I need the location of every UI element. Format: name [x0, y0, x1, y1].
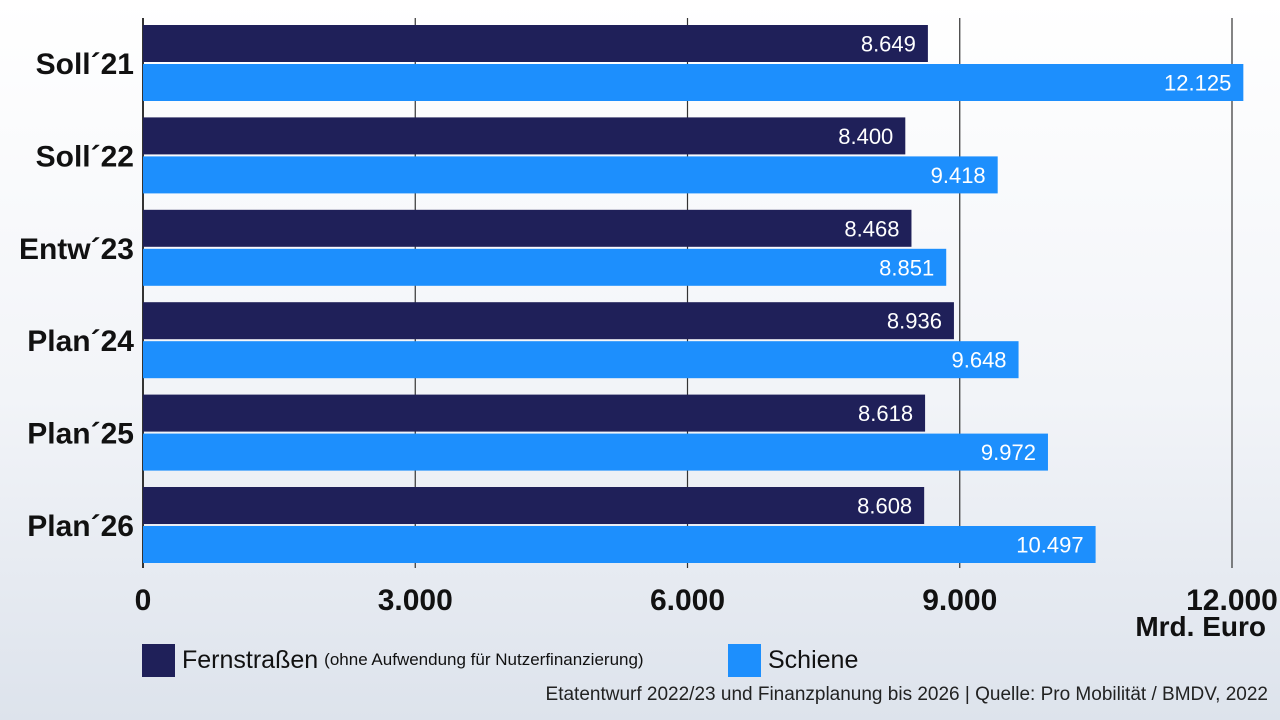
x-tick-label: 9.000 — [922, 584, 997, 617]
bar-chart: 8.649 12.125 8.400 9.418 8.468 8.851 8.936 9.64… — [19, 18, 1278, 640]
bar-value-label: 9.972 — [981, 440, 1036, 465]
bar-schiene — [143, 526, 1096, 563]
bar-fernstrassen — [143, 302, 954, 340]
source-note: Etatentwurf 2022/23 und Finanzplanung bi… — [545, 684, 1268, 705]
legend-swatch-fernstrassen — [142, 643, 175, 677]
legend-label-schiene: Schiene — [768, 645, 859, 674]
bar-schiene — [143, 433, 1048, 471]
bar-schiene — [143, 248, 947, 286]
bar-value-label: 8.468 — [844, 216, 899, 241]
legend-swatch-schiene — [728, 643, 761, 677]
legend-item-schiene: Schiene — [728, 640, 858, 680]
bar-value-label: 9.418 — [931, 163, 986, 188]
legend-item-fernstrassen: Fernstraßen (ohne Aufwendung für Nutzerf… — [142, 640, 644, 680]
x-axis-label: Mrd. Euro — [1135, 611, 1266, 640]
bar-value-label: 9.648 — [951, 348, 1006, 373]
x-tick-label: 0 — [135, 584, 152, 617]
x-tick-label: 3.000 — [378, 584, 453, 617]
category-label: Plan´24 — [27, 325, 134, 358]
x-tick-label: 12.000 — [1186, 584, 1278, 617]
bar-value-label: 8.936 — [887, 309, 942, 334]
bar-value-label: 10.497 — [1016, 533, 1083, 558]
legend-label-fernstrassen: Fernstraßen — [182, 645, 319, 674]
bar-value-label: 8.649 — [861, 32, 916, 57]
bar-value-label: 12.125 — [1164, 71, 1231, 96]
category-label: Entw´23 — [19, 233, 134, 266]
legend-note-fernstrassen: (ohne Aufwendung für Nutzerfinanzierung) — [324, 650, 644, 669]
bar-fernstrassen — [143, 394, 926, 432]
bars — [143, 25, 1244, 563]
bar-fernstrassen — [143, 209, 912, 247]
category-label: Plan´26 — [27, 510, 134, 543]
category-label: Soll´22 — [36, 140, 134, 173]
bar-fernstrassen — [143, 487, 925, 524]
grid-lines — [142, 18, 1233, 568]
bar-value-label: 8.608 — [857, 494, 912, 519]
x-tick-labels: 0 3.000 6.000 9.000 12.000 — [135, 584, 1278, 617]
bar-value-labels: 8.649 12.125 8.400 9.418 8.468 8.851 8.936 9.64… — [838, 32, 1231, 558]
category-label: Plan´25 — [27, 418, 134, 451]
bar-fernstrassen — [143, 25, 928, 62]
category-labels: Soll´21 Soll´22 Entw´23 Plan´24 Plan´25 Plan´… — [19, 48, 134, 543]
bar-schiene — [143, 156, 998, 194]
bar-schiene — [143, 64, 1244, 101]
bar-value-label: 8.618 — [858, 401, 913, 426]
bar-value-label: 8.851 — [879, 255, 934, 280]
x-tick-label: 6.000 — [650, 584, 725, 617]
bar-fernstrassen — [143, 117, 906, 155]
bar-schiene — [143, 341, 1019, 379]
bar-value-label: 8.400 — [838, 124, 893, 149]
category-label: Soll´21 — [36, 48, 134, 81]
